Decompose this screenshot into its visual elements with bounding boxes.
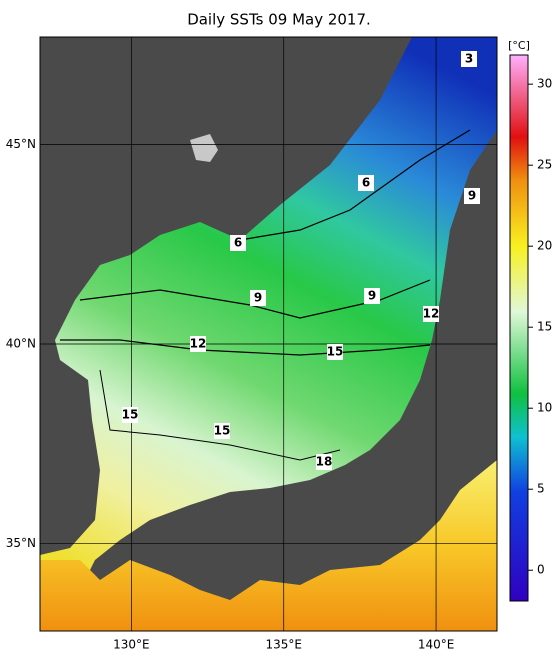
colorbar-tick-label: 0 — [537, 563, 545, 577]
contour-label: 18 — [316, 455, 333, 469]
colorbar-tick-label: 5 — [537, 482, 545, 496]
contour-label-bg — [464, 188, 480, 204]
contour-label: 9 — [368, 289, 376, 303]
map-frame — [39, 36, 498, 632]
isotherm — [239, 129, 471, 241]
isotherm — [79, 279, 431, 319]
y-tick-label: 35°N — [6, 536, 36, 550]
contour-label-bg — [122, 407, 138, 423]
y-tick-label: 45°N — [6, 137, 36, 151]
colorbar-unit: [°C] — [508, 39, 530, 52]
x-tick-label: 130°E — [113, 638, 150, 652]
contour-label-bg — [250, 290, 266, 306]
x-tick-label: 140°E — [418, 638, 455, 652]
contour-label-bg — [461, 51, 477, 67]
isotherm — [60, 339, 431, 356]
colorbar-tick-label: 25 — [537, 158, 552, 172]
y-tick-label: 40°N — [6, 336, 36, 350]
colorbar-tick-label: 20 — [537, 239, 552, 253]
contour-label-bg — [364, 288, 380, 304]
map-area — [40, 37, 497, 631]
contour-label: 6 — [234, 236, 242, 250]
contour-label: 12 — [190, 337, 207, 351]
colorbar-tick-label: 10 — [537, 401, 552, 415]
contour-label: 6 — [362, 176, 370, 190]
contour-label-bg — [327, 344, 343, 360]
contour-label: 15 — [214, 424, 231, 438]
contour-label-bg — [316, 454, 332, 470]
contour-label-bg — [230, 235, 246, 251]
colorbar-tick-label: 15 — [537, 320, 552, 334]
contour-label-bg — [214, 423, 230, 439]
contour-label-bg — [190, 336, 206, 352]
contour-label: 9 — [468, 189, 476, 203]
contour-label: 9 — [254, 291, 262, 305]
colorbar-tick-label: 30 — [537, 77, 552, 91]
isotherm — [99, 369, 341, 461]
japan-sea — [40, 37, 497, 631]
contour-label: 3 — [465, 52, 473, 66]
colorbar — [509, 54, 529, 602]
island — [190, 134, 218, 162]
pacific — [40, 460, 497, 631]
contour-label-bg — [358, 175, 374, 191]
contour-label: 12 — [423, 307, 440, 321]
x-tick-label: 135°E — [265, 638, 302, 652]
contour-label: 15 — [327, 345, 344, 359]
contour-label-bg — [423, 306, 439, 322]
contour-label: 15 — [122, 408, 139, 422]
title: Daily SSTs 09 May 2017. — [187, 11, 371, 29]
